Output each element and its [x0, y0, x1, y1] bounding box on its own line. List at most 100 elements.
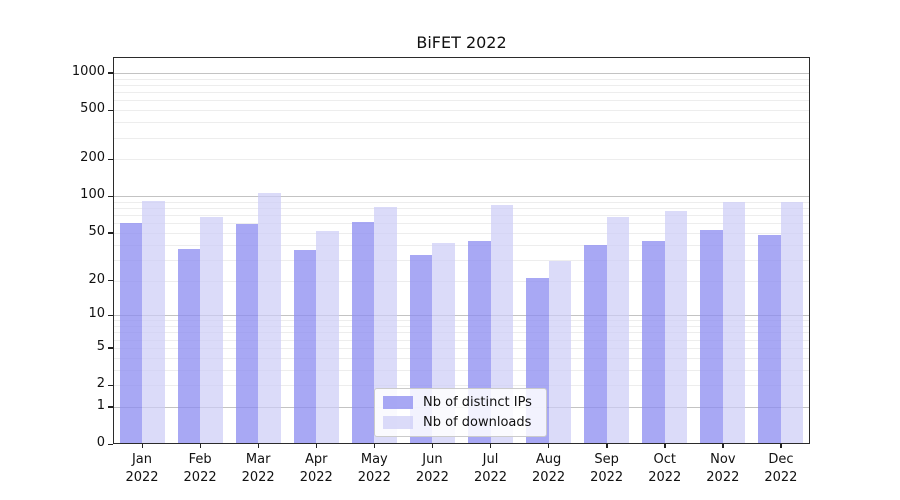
- y-tick-mark: [108, 195, 113, 197]
- x-tick-mark: [141, 444, 143, 448]
- bar-distinct-ips: [235, 224, 259, 444]
- gridline-minor: [113, 369, 810, 371]
- bar-distinct-ips: [293, 250, 317, 444]
- gridline-minor: [113, 326, 810, 327]
- bar-downloads: [606, 217, 630, 444]
- y-tick-mark: [108, 347, 113, 349]
- x-tick-mark: [664, 444, 666, 448]
- y-tick-mark: [108, 232, 113, 234]
- y-tick-label: 500: [80, 101, 105, 117]
- y-tick-mark: [108, 158, 113, 160]
- y-tick-mark: [108, 443, 113, 445]
- gridline-minor: [113, 244, 810, 246]
- x-tick-label: Jun 2022: [415, 452, 449, 485]
- bar-downloads: [490, 204, 514, 444]
- x-tick-mark: [780, 444, 782, 448]
- x-tick-mark: [722, 444, 724, 448]
- y-tick-label: 1000: [71, 63, 105, 79]
- y-tick-mark: [108, 314, 113, 317]
- x-tick-label: Oct 2022: [648, 452, 682, 485]
- x-tick-label: Jan 2022: [125, 452, 159, 485]
- bar-distinct-ips: [177, 248, 201, 444]
- gridline-minor: [113, 137, 810, 139]
- y-tick-mark: [108, 109, 113, 111]
- legend-label-distinct-ips: Nb of distinct IPs: [423, 395, 532, 410]
- y-tick-label: 10: [88, 306, 105, 322]
- x-tick-label: Nov 2022: [706, 452, 740, 485]
- bar-distinct-ips: [700, 229, 723, 444]
- x-tick-mark: [606, 444, 608, 448]
- legend-item-downloads: Nb of downloads: [383, 415, 532, 430]
- gridline-minor: [113, 100, 810, 102]
- gridline-minor: [113, 122, 810, 124]
- x-tick-label: May 2022: [357, 452, 391, 485]
- gridline-minor: [113, 280, 810, 282]
- x-tick-label: Feb 2022: [183, 452, 217, 485]
- gridline-minor: [113, 92, 810, 94]
- y-tick-label: 20: [88, 271, 105, 287]
- bar-distinct-ips: [758, 235, 781, 444]
- x-tick-label: Mar 2022: [241, 452, 275, 485]
- gridline-major: [113, 72, 810, 74]
- gridline-minor: [113, 259, 810, 261]
- bar-distinct-ips: [351, 222, 375, 444]
- x-tick-mark: [315, 444, 318, 448]
- x-tick-mark: [490, 444, 492, 448]
- y-tick-label: 1: [96, 397, 105, 413]
- x-tick-label: Sep 2022: [590, 452, 624, 485]
- gridline-minor: [113, 332, 810, 334]
- x-tick-mark: [373, 444, 376, 448]
- gridline-minor: [113, 215, 810, 217]
- gridline-minor: [113, 201, 810, 203]
- bar-downloads: [374, 207, 397, 444]
- gridline-minor: [113, 208, 810, 210]
- gridline-major: [113, 196, 810, 198]
- y-tick-mark: [108, 406, 113, 408]
- bar-downloads: [722, 201, 746, 444]
- gridline-minor: [113, 84, 810, 86]
- bar-downloads: [548, 261, 572, 444]
- bar-downloads: [258, 192, 281, 444]
- gridline-minor: [113, 78, 810, 80]
- x-tick-mark: [257, 444, 259, 448]
- legend-item-distinct-ips: Nb of distinct IPs: [383, 395, 532, 410]
- gridline-minor: [113, 339, 810, 341]
- gridline-minor: [113, 357, 810, 359]
- x-tick-mark: [199, 444, 201, 448]
- gridline-minor: [113, 223, 810, 225]
- bar-downloads: [200, 216, 223, 444]
- y-tick-mark: [108, 280, 113, 282]
- bar-downloads: [316, 230, 339, 444]
- plot-area: [113, 57, 810, 444]
- bar-downloads: [664, 210, 688, 444]
- legend-swatch-downloads: [383, 416, 413, 429]
- y-tick-mark: [108, 72, 113, 74]
- legend-swatch-distinct-ips: [383, 396, 413, 409]
- y-tick-label: 50: [88, 223, 105, 239]
- gridline-minor: [113, 347, 810, 349]
- y-tick-label: 0: [96, 435, 105, 450]
- legend: Nb of distinct IPs Nb of downloads: [374, 388, 547, 437]
- bar-downloads: [780, 201, 804, 444]
- bar-distinct-ips: [642, 240, 665, 444]
- bar-downloads: [142, 201, 165, 444]
- x-tick-label: Apr 2022: [299, 452, 333, 485]
- y-tick-label: 100: [80, 187, 105, 203]
- x-tick-label: Jul 2022: [473, 452, 508, 485]
- gridline-minor: [113, 159, 810, 161]
- chart-title: BiFET 2022: [416, 33, 507, 52]
- gridline-minor: [113, 320, 810, 322]
- x-tick-mark: [548, 444, 550, 448]
- y-tick-label: 5: [96, 338, 105, 354]
- x-tick-mark: [431, 444, 434, 448]
- gridline-minor: [113, 385, 810, 386]
- bar-distinct-ips: [119, 223, 143, 444]
- y-tick-mark: [108, 384, 113, 386]
- bar-distinct-ips: [584, 244, 607, 444]
- y-tick-label: 200: [80, 150, 105, 166]
- gridline-minor: [113, 110, 810, 112]
- x-tick-label: Aug 2022: [532, 452, 566, 485]
- y-tick-label: 2: [96, 376, 105, 391]
- x-tick-label: Dec 2022: [764, 452, 798, 485]
